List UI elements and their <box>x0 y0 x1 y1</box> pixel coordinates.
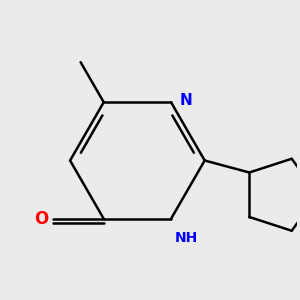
Text: N: N <box>179 93 192 108</box>
Text: O: O <box>34 210 48 228</box>
Text: NH: NH <box>175 231 199 244</box>
